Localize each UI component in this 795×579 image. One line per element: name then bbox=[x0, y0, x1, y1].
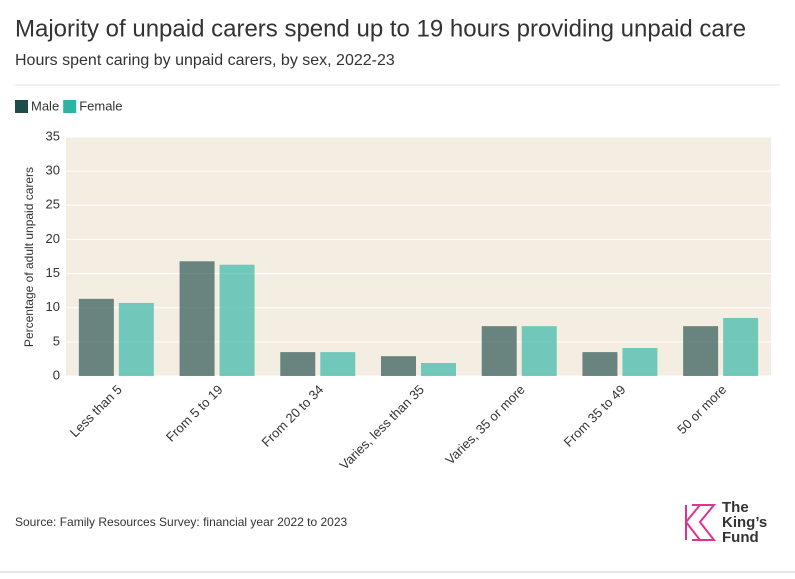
logo-text: Fund bbox=[722, 529, 759, 546]
x-tick-label: From 20 to 34 bbox=[258, 382, 326, 450]
y-tick-label: 15 bbox=[46, 265, 60, 280]
bar bbox=[622, 348, 658, 376]
bar bbox=[683, 326, 719, 376]
y-tick-label: 35 bbox=[46, 128, 60, 143]
plot-background bbox=[66, 137, 771, 376]
bar bbox=[78, 298, 114, 376]
bar bbox=[179, 261, 215, 376]
bar bbox=[521, 326, 557, 376]
x-tick-label: From 35 to 49 bbox=[561, 382, 629, 450]
bar bbox=[320, 352, 356, 376]
x-tick-label: 50 or more bbox=[674, 382, 729, 437]
legend-label: Female bbox=[79, 98, 122, 113]
x-tick-label: Varies, 35 or more bbox=[442, 382, 528, 468]
bar bbox=[723, 317, 759, 376]
y-tick-label: 20 bbox=[46, 231, 60, 246]
y-tick-label: 5 bbox=[53, 333, 60, 348]
y-tick-label: 25 bbox=[46, 197, 60, 212]
x-tick-label: Varies, less than 35 bbox=[336, 382, 427, 473]
logo-text: King’s bbox=[722, 514, 767, 531]
bar bbox=[421, 363, 456, 376]
chart-subtitle: Hours spent caring by unpaid carers, by … bbox=[15, 52, 395, 69]
legend-swatch bbox=[15, 100, 28, 113]
legend-swatch bbox=[63, 100, 77, 113]
bar bbox=[118, 302, 154, 376]
logo-text: The bbox=[722, 499, 749, 516]
y-axis-label: Percentage of adult unpaid carers bbox=[22, 167, 36, 347]
x-tick-label: Less than 5 bbox=[67, 382, 125, 440]
bar bbox=[582, 352, 618, 376]
logo: The King’s Fund bbox=[685, 499, 767, 546]
x-tick-label: From 5 to 19 bbox=[163, 382, 226, 445]
legend-label: Male bbox=[31, 98, 59, 113]
bar bbox=[481, 326, 517, 376]
logo-mark bbox=[685, 504, 717, 541]
y-tick-label: 30 bbox=[46, 163, 60, 178]
y-tick-label: 10 bbox=[46, 299, 60, 314]
bar bbox=[219, 264, 255, 376]
bar bbox=[381, 356, 416, 376]
source: Source: Family Resources Survey: financi… bbox=[15, 515, 347, 529]
y-tick-label: 0 bbox=[53, 367, 60, 382]
chart-title: Majority of unpaid carers spend up to 19… bbox=[15, 15, 746, 42]
bar bbox=[280, 352, 316, 376]
